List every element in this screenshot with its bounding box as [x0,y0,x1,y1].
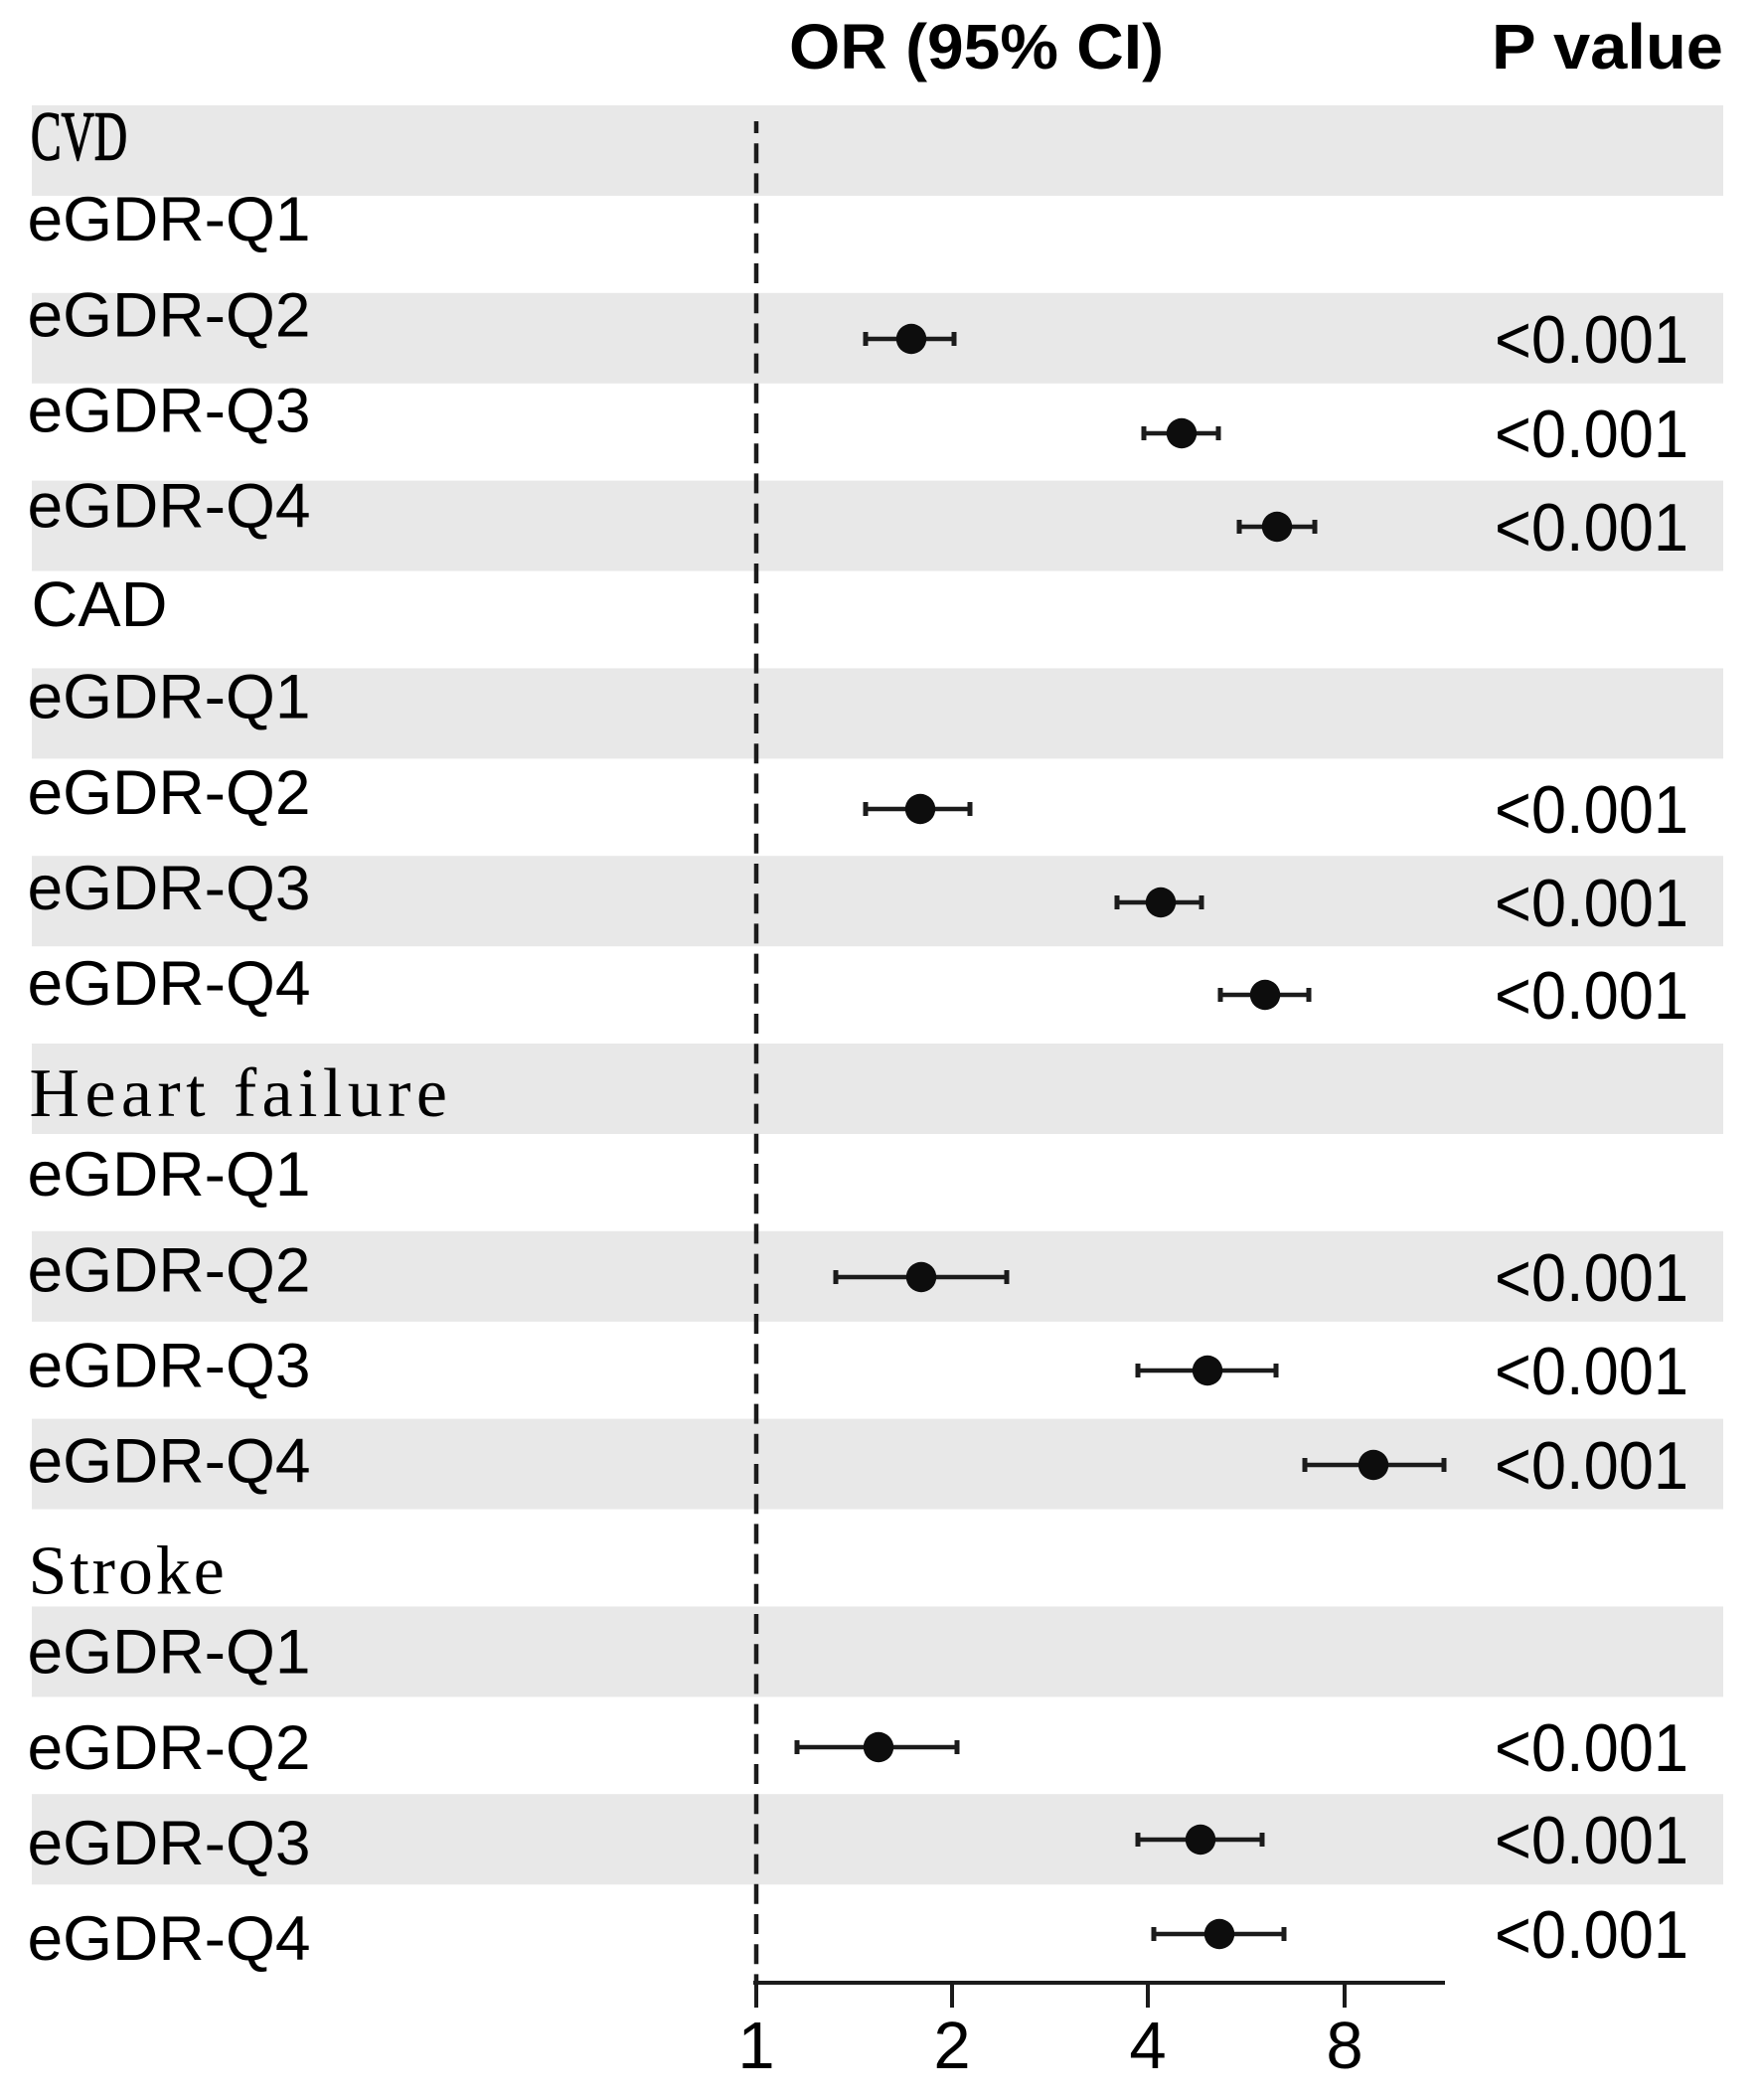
svg-text:OR (95% CI): OR (95% CI) [789,11,1164,82]
svg-text:eGDR-Q2: eGDR-Q2 [28,280,311,350]
svg-text:<0.001: <0.001 [1495,1240,1688,1316]
svg-text:eGDR-Q1: eGDR-Q1 [28,1140,311,1210]
svg-text:<0.001: <0.001 [1495,302,1688,378]
svg-text:eGDR-Q3: eGDR-Q3 [28,854,311,923]
svg-text:P value: P value [1492,11,1723,82]
svg-text:eGDR-Q1: eGDR-Q1 [28,1618,311,1688]
svg-text:eGDR-Q1: eGDR-Q1 [28,663,311,732]
svg-text:eGDR-Q4: eGDR-Q4 [28,1904,311,1974]
svg-text:<0.001: <0.001 [1495,490,1688,565]
svg-text:eGDR-Q3: eGDR-Q3 [28,1809,311,1878]
svg-text:<0.001: <0.001 [1495,866,1688,941]
svg-text:<0.001: <0.001 [1495,1334,1688,1409]
svg-text:eGDR-Q2: eGDR-Q2 [28,1235,311,1305]
svg-text:CVD: CVD [31,99,127,176]
svg-text:2: 2 [933,2009,970,2083]
svg-text:<0.001: <0.001 [1495,772,1688,848]
svg-text:1: 1 [737,2009,774,2083]
svg-text:eGDR-Q4: eGDR-Q4 [28,472,311,542]
svg-text:eGDR-Q2: eGDR-Q2 [28,1713,311,1783]
svg-text:<0.001: <0.001 [1495,397,1688,472]
svg-text:<0.001: <0.001 [1495,1710,1688,1786]
svg-text:4: 4 [1129,2009,1166,2083]
svg-text:eGDR-Q4: eGDR-Q4 [28,949,311,1019]
svg-text:8: 8 [1326,2009,1362,2083]
svg-text:eGDR-Q4: eGDR-Q4 [28,1427,311,1497]
svg-text:<0.001: <0.001 [1495,1897,1688,1973]
svg-text:CAD: CAD [32,568,168,640]
svg-text:eGDR-Q3: eGDR-Q3 [28,1331,311,1400]
svg-text:eGDR-Q3: eGDR-Q3 [28,376,311,445]
svg-text:Stroke: Stroke [29,1534,228,1610]
svg-text:eGDR-Q1: eGDR-Q1 [28,185,311,254]
svg-text:<0.001: <0.001 [1495,1428,1688,1504]
svg-text:eGDR-Q2: eGDR-Q2 [28,758,311,828]
svg-text:<0.001: <0.001 [1495,1803,1688,1878]
svg-text:<0.001: <0.001 [1495,958,1688,1034]
svg-text:Heart failure: Heart failure [30,1055,453,1132]
